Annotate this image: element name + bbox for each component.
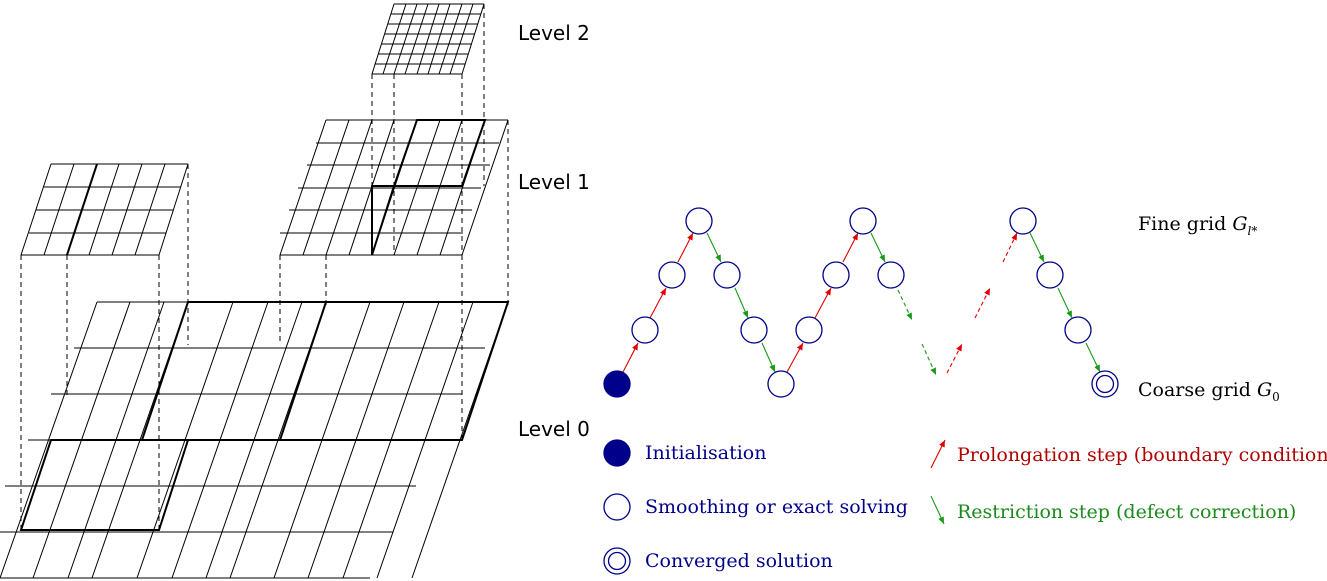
legend-restriction-label: Restriction step (defect correction) <box>957 501 1296 523</box>
prolongation-arrow <box>649 287 667 319</box>
legend-initialisation-marker <box>603 439 631 467</box>
restriction-arrow <box>1057 287 1073 319</box>
smoothing-node <box>685 207 713 235</box>
restriction-arrow-dashed <box>897 289 913 321</box>
legend-restriction-arrow <box>930 495 945 525</box>
legend-converged-marker <box>603 547 631 575</box>
level1-label: Level 1 <box>518 170 590 194</box>
smoothing-node <box>740 316 768 344</box>
smoothing-node <box>1009 207 1037 235</box>
level1-left-grid <box>20 163 189 256</box>
smoothing-node <box>1064 316 1092 344</box>
coarse-grid-label: Coarse grid G0 <box>1138 379 1280 404</box>
prolongation-arrow <box>786 342 804 373</box>
restriction-arrow <box>734 287 749 319</box>
restriction-arrow <box>706 232 722 263</box>
prolongation-arrow-dashed <box>974 287 991 319</box>
multigrid-cycle: Fine grid Gl* Coarse grid G0 <box>603 207 1280 404</box>
restriction-arrow <box>1085 342 1101 373</box>
restriction-arrow-dashed <box>921 343 937 376</box>
prolongation-arrow <box>842 232 859 263</box>
restriction-arrow <box>761 342 776 373</box>
legend: Initialisation Smoothing or exact solvin… <box>603 439 1327 575</box>
restriction-arrow <box>870 232 886 263</box>
prolongation-arrow-dashed <box>946 343 963 374</box>
smoothing-node <box>877 261 905 289</box>
level-connectors <box>20 4 509 530</box>
smoothing-node <box>631 316 659 344</box>
legend-prolongation-label: Prolongation step (boundary conditions) <box>957 444 1327 466</box>
initialisation-node <box>603 370 631 398</box>
smoothing-node <box>1036 261 1064 289</box>
legend-smoothing-marker <box>603 493 631 521</box>
fine-grid-label: Fine grid Gl* <box>1138 213 1257 238</box>
level0-label: Level 0 <box>518 417 590 441</box>
legend-converged-label: Converged solution <box>645 550 833 572</box>
level2-label: Level 2 <box>518 21 590 45</box>
prolongation-arrow <box>622 342 639 373</box>
smoothing-node <box>767 370 795 398</box>
level2-grid <box>371 3 485 75</box>
smoothing-node <box>822 261 850 289</box>
smoothing-node <box>849 207 877 235</box>
prolongation-arrow <box>677 232 694 263</box>
legend-initialisation-label: Initialisation <box>645 442 766 464</box>
prolongation-arrow <box>814 287 832 319</box>
restriction-arrow <box>1029 232 1045 263</box>
converged-node <box>1091 370 1119 398</box>
smoothing-node <box>713 261 741 289</box>
smoothing-node <box>795 316 823 344</box>
legend-prolongation-arrow <box>930 439 946 469</box>
legend-smoothing-label: Smoothing or exact solving <box>645 496 908 518</box>
grid-hierarchy <box>0 3 510 579</box>
smoothing-node <box>658 261 686 289</box>
prolongation-arrow-dashed <box>1002 232 1018 263</box>
level0-grid <box>0 301 510 579</box>
level1-right-grid <box>279 119 509 256</box>
